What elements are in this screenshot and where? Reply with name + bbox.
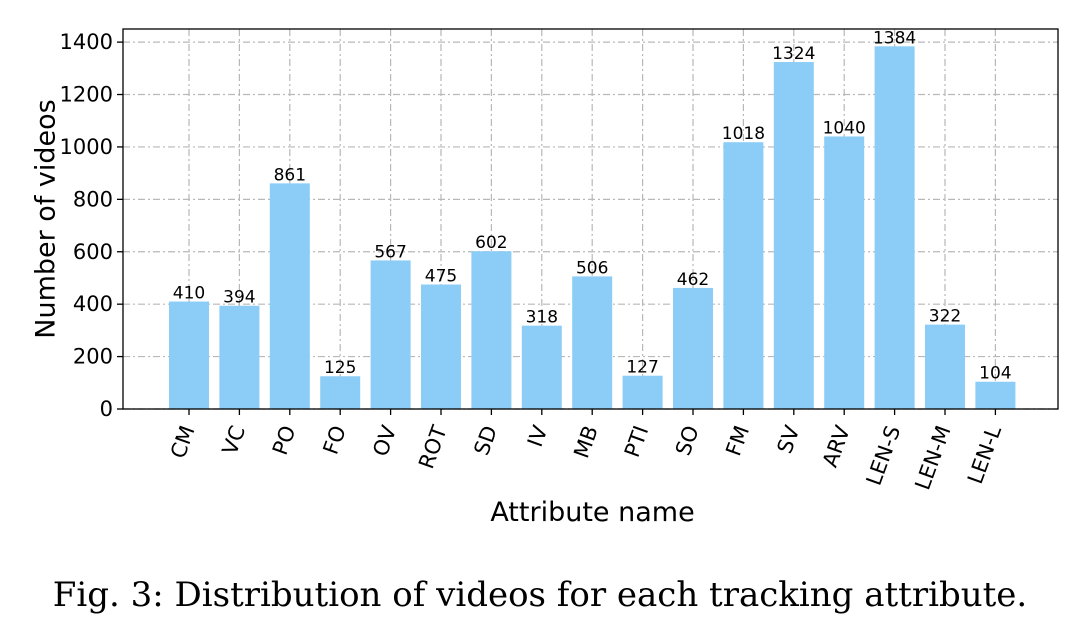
x-axis-ticks: CM VC PO FO OV ROT SD IV MB PTI SO FM SV ARV LEN-S LEN-… [166, 409, 1006, 493]
x-tick-label: MB [569, 423, 603, 462]
x-tick-label: PO [268, 423, 301, 459]
y-tick-label: 200 [73, 345, 113, 369]
bar [673, 287, 713, 409]
x-tick-label: SD [469, 423, 502, 459]
bar [421, 284, 461, 409]
bar [521, 325, 562, 409]
bar-value-label: 567 [374, 242, 406, 262]
plot-frame [122, 28, 1059, 410]
bar [471, 251, 512, 409]
bar [169, 301, 209, 409]
bar [572, 276, 613, 409]
bar [370, 260, 411, 409]
bars [169, 46, 1016, 410]
bar-value-label: 125 [324, 358, 356, 378]
y-tick-label: 1200 [60, 83, 113, 107]
bar [219, 305, 260, 409]
y-axis-title: Number of videos [31, 99, 62, 338]
x-tick-label: OV [368, 422, 401, 459]
bar-value-label: 394 [223, 288, 255, 308]
bar [723, 142, 764, 409]
bar-value-label: 1018 [722, 124, 765, 144]
bar-value-label: 1324 [772, 44, 815, 64]
x-tick-label: ARV [818, 422, 855, 470]
x-tick-label: LEN-M [910, 423, 955, 494]
bar [824, 136, 865, 409]
bar [622, 375, 663, 409]
bar [320, 376, 361, 409]
bar-value-label: 410 [173, 284, 205, 304]
figure-caption: Fig. 3: Distribution of videos for each … [52, 575, 1028, 615]
x-tick-label: ROT [414, 422, 452, 472]
y-tick-label: 1000 [60, 135, 113, 159]
bar-value-label: 506 [576, 258, 608, 278]
bar [925, 324, 965, 409]
x-tick-label: LEN-S [862, 423, 906, 489]
x-tick-label: PTI [620, 423, 653, 461]
x-tick-label: FO [319, 423, 351, 458]
x-tick-label: LEN-L [963, 422, 1006, 487]
bar [269, 183, 310, 409]
x-tick-label: SV [772, 422, 804, 457]
bar [975, 381, 1016, 409]
bar-value-label: 1040 [823, 118, 866, 138]
x-tick-label: SO [671, 423, 704, 459]
bar-value-label: 602 [475, 233, 507, 253]
y-tick-label: 1400 [60, 30, 113, 54]
x-axis-title: Attribute name [490, 497, 694, 528]
y-tick-label: 400 [73, 292, 113, 316]
x-tick-label: CM [166, 423, 200, 462]
bar-chart: 410 394 861 125 567 475 602 318 506 127 462 1018 132… [31, 28, 1059, 528]
bar-value-label: 318 [526, 308, 558, 328]
bar-value-label: 462 [677, 270, 709, 290]
y-axis-ticks: 0 200 400 600 800 1000 1200 1400 [60, 30, 123, 421]
y-tick-label: 800 [73, 187, 113, 211]
bar-value-label: 127 [626, 358, 658, 378]
bar-value-label: 322 [929, 307, 961, 327]
x-tick-label: VC [218, 423, 250, 458]
bar-value-label: 104 [979, 364, 1011, 384]
bar-value-label: 1384 [873, 28, 916, 48]
bar-value-label: 475 [425, 267, 457, 287]
y-tick-label: 0 [100, 397, 113, 421]
bar-value-label: 861 [274, 165, 306, 185]
bar [874, 46, 915, 410]
bar [773, 62, 814, 409]
y-tick-label: 600 [73, 240, 113, 264]
x-tick-label: IV [523, 422, 553, 450]
x-tick-label: FM [721, 423, 754, 460]
data-labels: 410 394 861 125 567 475 602 318 506 127 462 1018 132… [173, 28, 1012, 383]
